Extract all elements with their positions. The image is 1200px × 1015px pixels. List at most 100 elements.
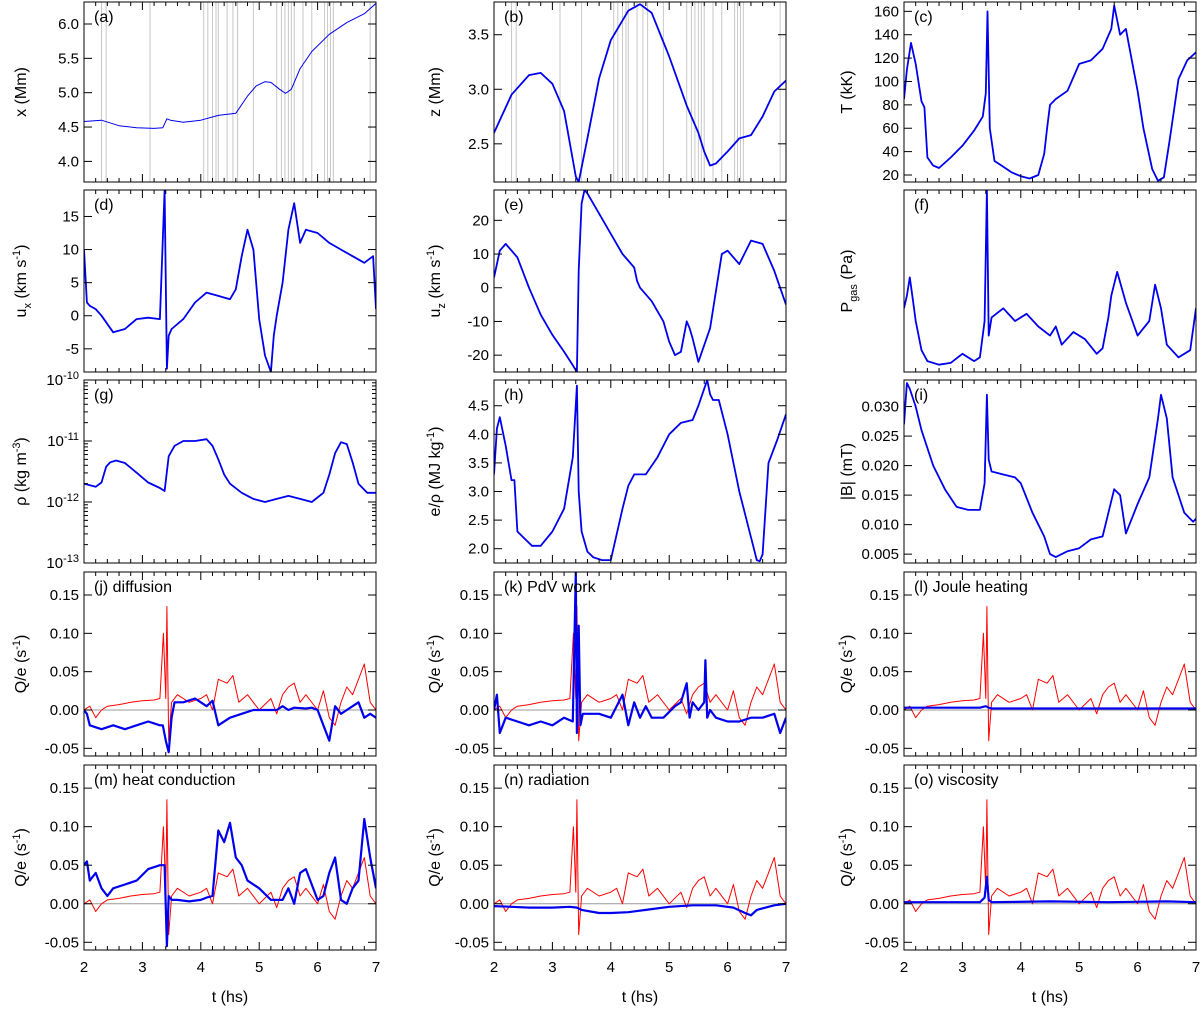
y-tick-label: 4.0 (468, 426, 489, 443)
x-tick-label: 6 (723, 959, 731, 976)
y-tick-label: 0.15 (50, 780, 79, 797)
panel-label: (b) (504, 9, 524, 26)
y-axis-label: ux (km s-1) (11, 245, 34, 318)
y-tick-label: 10-13 (46, 553, 79, 572)
y-tick-label: 40 (882, 144, 899, 161)
plot-frame (493, 764, 787, 951)
y-tick-label: 0.15 (460, 780, 489, 797)
panel-b: 2.5 3.0 3.5 (b) z (Mm) (427, 1, 787, 183)
x-tick-label: 3 (548, 959, 556, 976)
x-axis-label: t (hs) (622, 989, 658, 1006)
y-tick-label: 3.5 (468, 455, 489, 472)
panel-label: (e) (504, 197, 524, 214)
y-tick-label: 0.00 (870, 896, 899, 913)
panel-label: (d) (94, 197, 114, 214)
y-tick-label: 10-10 (46, 370, 79, 389)
y-tick-label: 0.030 (861, 399, 899, 416)
panel-i: 0.005 0.010 0.015 0.020 0.025 0.030 (i) |B| (mT… (839, 379, 1197, 564)
panel-m: -0.05 0.00 0.05 0.10 0.15 (m) heat conduction… (11, 764, 380, 1006)
plot-frame (83, 1, 377, 183)
y-axis-label: Q/e (s-1) (837, 635, 856, 694)
series-line-blue (904, 4, 1196, 182)
y-axis-label: T (kK) (839, 70, 856, 113)
plot-frame (903, 379, 1197, 564)
series-line-blue (494, 902, 786, 917)
y-axis-label: Q/e (s-1) (11, 635, 30, 694)
y-axis-label: Q/e (s-1) (425, 828, 444, 887)
x-tick-label: 3 (958, 959, 966, 976)
plot-frame (493, 189, 787, 373)
x-tick-label: 5 (665, 959, 673, 976)
y-tick-label: 3.0 (468, 484, 489, 501)
y-tick-label: -0.05 (865, 740, 899, 757)
series-line-blue (904, 190, 1196, 366)
series-line-blue (84, 817, 376, 948)
plot-frame (493, 1, 787, 183)
panel-label: (k) PdV work (504, 579, 597, 596)
y-tick-label: 140 (874, 27, 899, 44)
y-tick-label: 100 (874, 73, 899, 90)
plot-frame (83, 379, 377, 564)
plot-frame (903, 764, 1197, 951)
series-line-red (904, 799, 1196, 936)
series-line-blue (84, 438, 376, 503)
series-line-blue (84, 3, 376, 129)
x-tick-label: 4 (1017, 959, 1025, 976)
panel-label: (o) viscosity (914, 772, 998, 789)
x-tick-label: 2 (900, 959, 908, 976)
panel-d: -5 0 5 10 15 (d) ux (km s-1) (11, 189, 377, 373)
y-axis-label: z (Mm) (427, 67, 444, 117)
panel-f: (f) Pgas (Pa) (839, 189, 1197, 373)
y-tick-label: -10 (467, 313, 489, 330)
y-tick-label: 0.10 (50, 819, 79, 836)
x-tick-label: 7 (372, 959, 380, 976)
y-tick-label: 0.015 (861, 487, 899, 504)
series-line-blue (494, 3, 786, 182)
series-line-red (494, 606, 786, 742)
panel-o: -0.05 0.00 0.05 0.10 0.15 (o) viscosity Q/e (s… (837, 764, 1200, 1006)
x-tick-label: 4 (607, 959, 615, 976)
series-line-red (904, 606, 1196, 742)
panel-c: 20 40 60 80 100 120 140 160 (c) T (kK) (839, 1, 1197, 184)
y-axis-label: Q/e (s-1) (11, 828, 30, 887)
y-tick-label: -0.05 (455, 740, 489, 757)
y-tick-label: 0.05 (50, 664, 79, 681)
y-tick-label: 0 (481, 280, 489, 297)
y-tick-label: 0.05 (460, 664, 489, 681)
y-tick-label: 0.05 (50, 857, 79, 874)
series-line-blue (84, 190, 376, 372)
plot-frame (83, 189, 377, 373)
y-tick-label: 160 (874, 3, 899, 20)
panel-label: (h) (504, 387, 524, 404)
x-tick-label: 5 (255, 959, 263, 976)
y-tick-label: 10-11 (47, 431, 79, 450)
plot-frame (903, 571, 1197, 757)
y-tick-label: 0.15 (460, 587, 489, 604)
x-tick-label: 4 (197, 959, 205, 976)
y-tick-label: 4.5 (468, 398, 489, 415)
x-tick-label: 7 (782, 959, 790, 976)
y-tick-label: 120 (874, 50, 899, 67)
panel-label: (a) (94, 9, 114, 26)
y-tick-label: 0.15 (50, 587, 79, 604)
panel-label: (c) (914, 9, 933, 26)
y-tick-label: 2.5 (468, 512, 489, 529)
y-tick-label: 0.00 (50, 896, 79, 913)
y-tick-label: 5 (71, 275, 79, 292)
y-axis-label: Q/e (s-1) (425, 635, 444, 694)
y-tick-label: 0.10 (870, 625, 899, 642)
y-tick-label: 0.00 (50, 702, 79, 719)
y-tick-label: 0.10 (870, 819, 899, 836)
panel-label: (m) heat conduction (94, 772, 235, 789)
y-tick-label: 0.05 (460, 857, 489, 874)
x-tick-label: 6 (313, 959, 321, 976)
y-tick-label: 10-12 (46, 492, 79, 511)
x-axis-label: t (hs) (1032, 989, 1068, 1006)
series-line-red (84, 606, 376, 742)
y-tick-label: 10 (62, 242, 79, 259)
y-tick-label: 5.0 (58, 85, 79, 102)
y-tick-label: 0.005 (861, 546, 899, 563)
y-tick-label: -0.05 (45, 934, 79, 951)
series-line-red (494, 799, 786, 936)
y-tick-label: 4.5 (58, 119, 79, 136)
